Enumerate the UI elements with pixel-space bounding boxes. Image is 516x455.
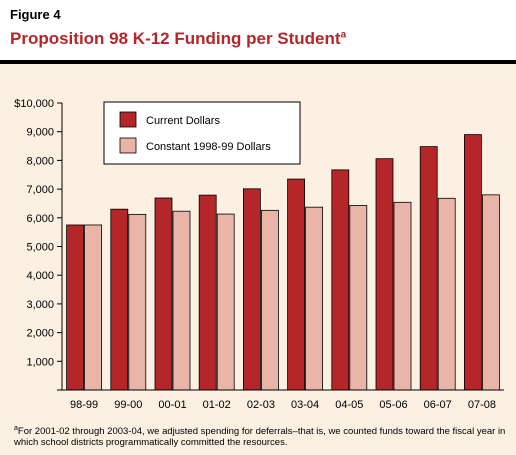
footnote-marker: a bbox=[14, 425, 18, 432]
legend-box bbox=[103, 101, 301, 165]
bar-constant-dollars bbox=[305, 206, 324, 391]
legend-swatch bbox=[119, 137, 137, 154]
x-tick-label: 99-00 bbox=[114, 399, 142, 411]
figure-label: Figure 4 bbox=[10, 7, 61, 22]
bar-constant-dollars bbox=[84, 224, 102, 391]
bar-current-dollars bbox=[198, 194, 217, 391]
bar-current-dollars bbox=[66, 224, 84, 391]
bar-current-dollars bbox=[287, 178, 306, 391]
bar-constant-dollars bbox=[393, 201, 412, 391]
bar-current-dollars bbox=[463, 134, 482, 391]
y-tick-label: 3,000 bbox=[26, 299, 54, 311]
x-tick-label: 03-04 bbox=[291, 399, 319, 411]
y-tick-label: $10,000 bbox=[14, 98, 54, 110]
chart-title: Proposition 98 K-12 Funding per Studenta bbox=[10, 29, 346, 49]
bar-constant-dollars bbox=[260, 209, 279, 391]
bar-current-dollars bbox=[419, 146, 438, 391]
title-footnote-marker: a bbox=[340, 29, 347, 41]
bar-constant-dollars bbox=[172, 210, 191, 391]
x-tick-label: 06-07 bbox=[424, 399, 452, 411]
x-tick-label: 07-08 bbox=[468, 399, 496, 411]
bar-current-dollars bbox=[242, 188, 261, 391]
y-tick-label: 6,000 bbox=[26, 213, 54, 225]
bar-constant-dollars bbox=[437, 197, 456, 391]
y-tick-label: 9,000 bbox=[26, 127, 54, 139]
bar-constant-dollars bbox=[349, 205, 368, 391]
y-tick-label: 4,000 bbox=[26, 270, 54, 282]
legend-label: Current Dollars bbox=[146, 115, 220, 127]
footnote-text: For 2001-02 through 2003-04, we adjusted… bbox=[14, 426, 506, 449]
y-tick-label: 8,000 bbox=[26, 155, 54, 167]
bar-current-dollars bbox=[154, 197, 173, 391]
x-tick-label: 02-03 bbox=[247, 399, 275, 411]
bar-constant-dollars bbox=[481, 194, 500, 391]
x-tick-label: 01-02 bbox=[203, 399, 231, 411]
bar-current-dollars bbox=[331, 169, 350, 391]
title-rule bbox=[0, 60, 516, 64]
y-axis: 1,000 2,000 3,000 4,000 5,000 6,000 7,000 8,000… bbox=[14, 98, 63, 391]
bar-current-dollars bbox=[375, 158, 394, 391]
y-tick-label: 2,000 bbox=[26, 328, 54, 340]
legend-label: Constant 1998-99 Dollars bbox=[146, 141, 271, 153]
legend-swatch bbox=[119, 111, 137, 128]
x-tick-label: 00-01 bbox=[158, 399, 186, 411]
bar-constant-dollars bbox=[216, 213, 235, 391]
y-tick-label: 1,000 bbox=[26, 356, 54, 368]
y-tick-label: 7,000 bbox=[26, 184, 54, 196]
x-tick-label: 04-05 bbox=[335, 399, 363, 411]
footnote: aFor 2001-02 through 2003-04, we adjuste… bbox=[14, 423, 510, 448]
bar-constant-dollars bbox=[128, 213, 147, 391]
bar-current-dollars bbox=[110, 208, 129, 391]
legend: Current Dollars Constant 1998-99 Dollars bbox=[103, 101, 301, 165]
x-axis: 98-99 99-00 00-01 01-02 02-03 03-04 04-05 05-06… bbox=[62, 389, 504, 411]
y-tick-label: 5,000 bbox=[26, 242, 54, 254]
chart-title-text: Proposition 98 K-12 Funding per Student bbox=[10, 29, 341, 48]
x-tick-label: 98-99 bbox=[70, 399, 98, 411]
bars bbox=[66, 134, 500, 391]
x-tick-label: 05-06 bbox=[379, 399, 407, 411]
